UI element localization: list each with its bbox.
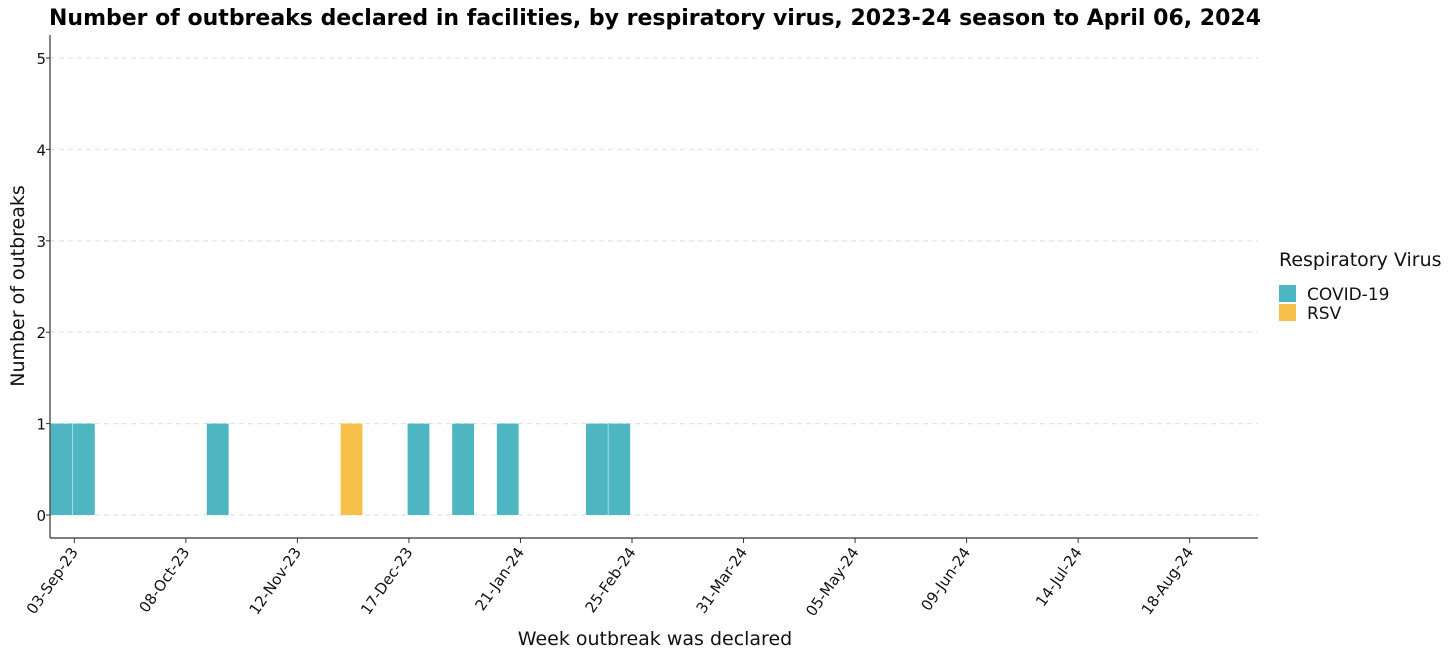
x-axis-title: Week outbreak was declared <box>518 628 792 650</box>
y-axis-title: Number of outbreaks <box>7 185 29 387</box>
x-tick-label: 05-May-24 <box>802 544 862 620</box>
x-tick-label: 17-Dec-23 <box>357 544 417 618</box>
chart-title: Number of outbreaks declared in faciliti… <box>49 6 1261 31</box>
bar <box>340 423 363 515</box>
bar <box>452 423 475 515</box>
bar <box>496 423 519 515</box>
x-axis-ticks: 03-Sep-23 08-Oct-23 12-Nov-23 17-Dec-23 21-J… <box>23 538 1197 620</box>
x-tick-label: 25-Feb-24 <box>581 544 639 616</box>
y-tick-label: 3 <box>36 233 46 251</box>
bar <box>72 423 95 515</box>
legend-label: RSV <box>1307 304 1342 324</box>
x-tick-label: 21-Jan-24 <box>471 544 528 614</box>
legend-swatch <box>1279 304 1296 321</box>
legend-swatch <box>1279 285 1296 302</box>
x-tick-label: 08-Oct-23 <box>135 544 193 616</box>
x-tick-label: 03-Sep-23 <box>23 544 82 618</box>
bar <box>586 423 608 515</box>
y-axis-ticks: 0 1 2 3 4 5 <box>36 50 50 525</box>
y-tick-label: 5 <box>36 50 46 68</box>
bar <box>608 423 631 515</box>
axes <box>49 35 1258 539</box>
x-tick-label: 31-Mar-24 <box>693 544 752 617</box>
legend-title: Respiratory Virus <box>1279 249 1442 271</box>
grid-lines <box>50 57 1258 516</box>
x-tick-label: 12-Nov-23 <box>246 544 305 618</box>
y-tick-label: 4 <box>36 141 46 159</box>
y-tick-label: 1 <box>36 416 46 434</box>
x-tick-label: 14-Jul-24 <box>1032 544 1086 610</box>
y-tick-label: 0 <box>36 507 46 525</box>
bars <box>50 423 631 515</box>
y-tick-label: 2 <box>36 324 46 342</box>
x-tick-label: 18-Aug-24 <box>1138 544 1197 618</box>
bar <box>407 423 430 515</box>
bar <box>50 423 73 515</box>
legend-label: COVID-19 <box>1307 285 1389 305</box>
x-tick-label: 09-Jun-24 <box>917 544 974 614</box>
bar <box>206 423 229 515</box>
